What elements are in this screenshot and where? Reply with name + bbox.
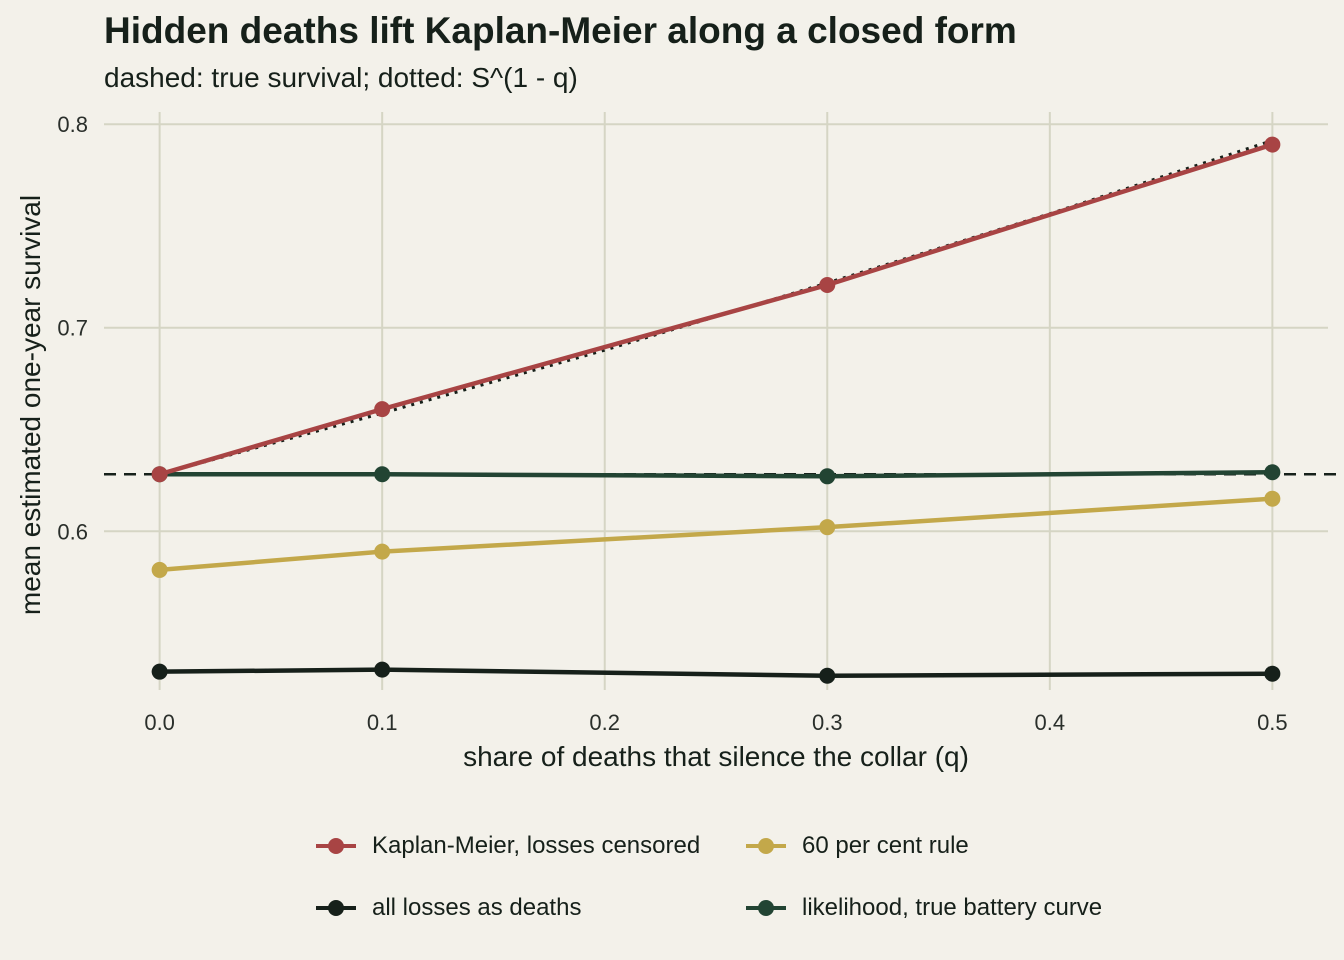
chart-subtitle: dashed: true survival; dotted: S^(1 - q)	[104, 62, 578, 93]
x-tick-label: 0.4	[1035, 710, 1066, 735]
series-point	[374, 466, 391, 483]
series-point	[819, 667, 836, 684]
x-tick-label: 0.3	[812, 710, 843, 735]
series-line	[159, 142, 1274, 477]
series-point	[1264, 490, 1281, 507]
series-2	[151, 661, 1281, 684]
y-tick-label: 0.7	[57, 316, 88, 341]
series-line	[159, 496, 1273, 573]
y-tick-label: 0.8	[57, 112, 88, 137]
series-point	[1264, 665, 1281, 682]
series-1	[151, 490, 1281, 578]
series-line	[159, 469, 1273, 479]
series-point	[819, 519, 836, 536]
chart-title: Hidden deaths lift Kaplan-Meier along a …	[104, 10, 1017, 51]
series-point	[374, 543, 391, 560]
series-point	[819, 468, 836, 485]
series-point	[819, 276, 836, 293]
x-axis-title: share of deaths that silence the collar …	[463, 741, 969, 772]
x-tick-label: 0.0	[144, 710, 175, 735]
y-axis-title: mean estimated one-year survival	[15, 195, 46, 615]
y-tick-label: 0.6	[57, 519, 88, 544]
series-0	[151, 136, 1281, 483]
series-point	[374, 401, 391, 418]
x-tick-label: 0.1	[367, 710, 398, 735]
series-point	[151, 663, 168, 680]
series-point	[1264, 136, 1281, 153]
x-tick-label: 0.5	[1257, 710, 1288, 735]
series-point	[374, 661, 391, 678]
series-point	[1264, 464, 1281, 481]
series-point	[151, 466, 168, 483]
series-point	[151, 561, 168, 578]
x-tick-label: 0.2	[589, 710, 620, 735]
series-3	[151, 464, 1281, 485]
series-line	[159, 667, 1273, 679]
